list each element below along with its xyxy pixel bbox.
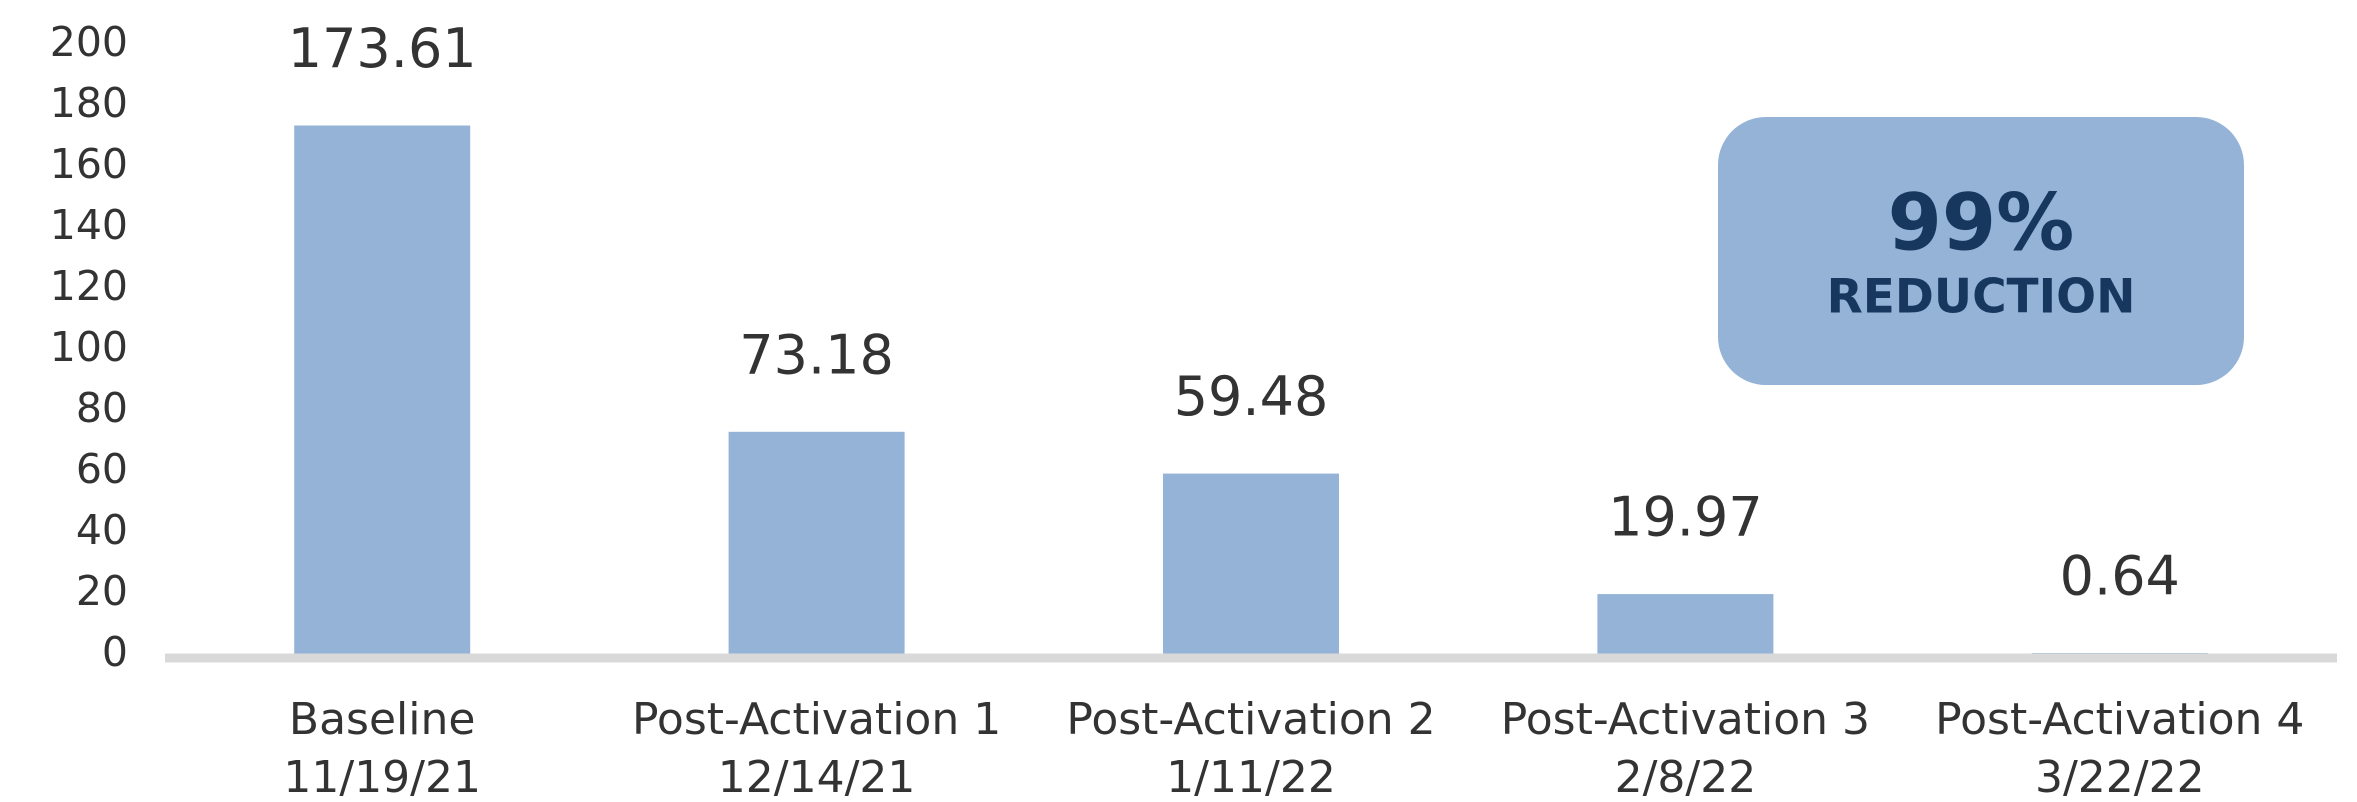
bar [728,431,905,655]
bar [1597,594,1774,655]
value-label: 173.61 [288,17,477,80]
x-tick-label: Post-Activation 2 [1066,694,1435,745]
x-tick-label: 12/14/21 [718,752,916,802]
value-label: 59.48 [1174,365,1329,428]
x-tick-label: 3/22/22 [2035,752,2205,802]
y-tick-label: 140 [50,201,128,249]
y-tick-label: 100 [50,323,128,371]
x-tick-label: Baseline [289,694,476,745]
x-tick-label: Post-Activation 3 [1501,694,1870,745]
y-tick-label: 80 [76,384,128,432]
x-tick-label: Post-Activation 1 [632,694,1001,745]
x-tick-label: Post-Activation 4 [1935,694,2304,745]
y-tick-label: 20 [76,567,128,615]
y-tick-label: 40 [76,506,128,554]
annotation-text: REDUCTION [1827,270,2136,325]
y-tick-label: 160 [50,140,128,188]
annotation-headline: 99% [1888,178,2075,268]
y-tick-label: 120 [50,262,128,310]
value-label: 73.18 [739,323,894,386]
value-label: 19.97 [1608,486,1763,549]
y-tick-label: 60 [76,445,128,493]
y-tick-label: 200 [50,18,128,66]
bar [1163,473,1339,655]
annotation-box [1718,117,2244,385]
y-tick-label: 0 [102,628,128,676]
x-tick-label: 1/11/22 [1166,752,1336,802]
y-tick-label: 180 [50,79,128,127]
value-label: 0.64 [2060,545,2180,608]
x-tick-label: 11/19/21 [283,752,481,802]
x-tick-label: 2/8/22 [1615,752,1757,802]
bar [294,125,471,655]
